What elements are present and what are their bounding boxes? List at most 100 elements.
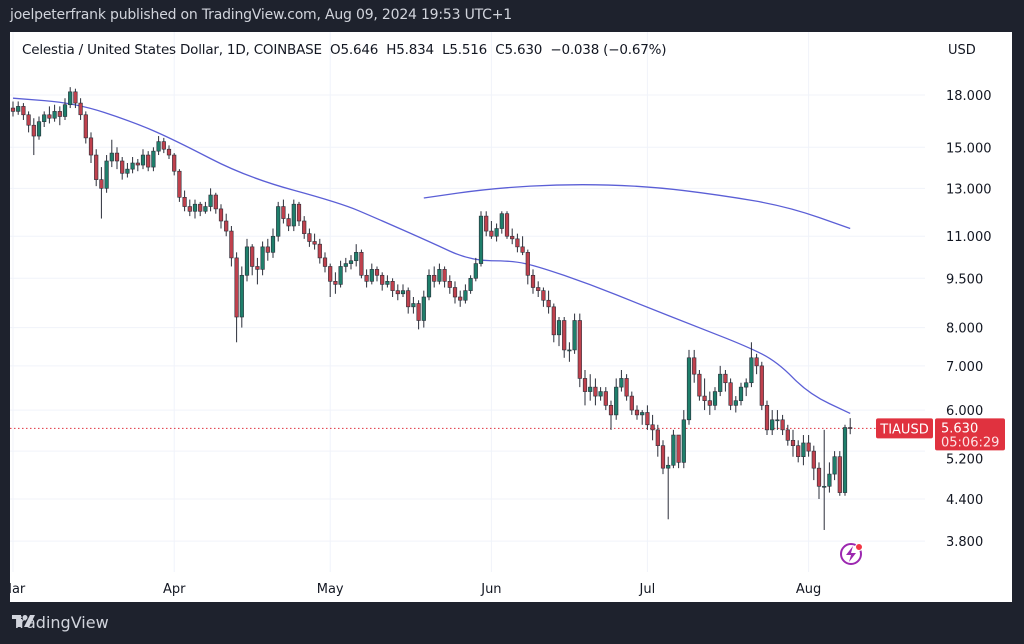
candle-down[interactable] (442, 269, 447, 282)
candle-up[interactable] (437, 269, 442, 282)
candle-down[interactable] (676, 434, 681, 463)
candle-down[interactable] (796, 445, 801, 457)
candle-down[interactable] (390, 281, 395, 291)
candle-up[interactable] (208, 194, 213, 207)
candle-down[interactable] (166, 148, 172, 156)
candle-up[interactable] (16, 106, 21, 112)
candle-down[interactable] (31, 124, 36, 137)
candle-down[interactable] (707, 400, 712, 406)
candle-up[interactable] (463, 290, 468, 301)
candle-down[interactable] (525, 252, 530, 276)
candle-up[interactable] (588, 386, 593, 392)
candle-down[interactable] (172, 154, 177, 172)
candle-down[interactable] (816, 467, 822, 487)
candle-up[interactable] (681, 419, 686, 463)
candle-up[interactable] (556, 320, 562, 336)
candle-up[interactable] (343, 263, 348, 267)
candle-up[interactable] (421, 296, 426, 321)
candle-down[interactable] (224, 220, 229, 232)
candle-up[interactable] (712, 391, 718, 406)
candle-up[interactable] (832, 456, 837, 475)
candle-down[interactable] (302, 220, 307, 234)
candle-down[interactable] (416, 303, 421, 321)
candle-up[interactable] (738, 386, 744, 401)
chart-panel[interactable]: Celestia / United States Dollar, 1D, COI… (10, 32, 1012, 602)
candle-down[interactable] (213, 194, 218, 210)
candle-down[interactable] (114, 152, 120, 162)
candle-down[interactable] (702, 395, 707, 401)
candle-down[interactable] (546, 299, 551, 308)
candle-up[interactable] (827, 473, 832, 487)
candle-down[interactable] (198, 203, 203, 212)
candle-down[interactable] (577, 320, 582, 379)
candle-down[interactable] (286, 218, 291, 227)
candle-down[interactable] (364, 274, 369, 282)
candle-up[interactable] (130, 162, 135, 170)
candle-up[interactable] (614, 386, 619, 416)
candle-down[interactable] (645, 412, 650, 426)
candle-up[interactable] (801, 442, 806, 457)
candle-down[interactable] (697, 373, 702, 397)
candle-down[interactable] (582, 378, 588, 392)
candle-down[interactable] (26, 114, 31, 126)
candle-down[interactable] (811, 450, 816, 469)
candle-down[interactable] (317, 243, 322, 259)
candle-down[interactable] (848, 427, 853, 429)
candle-up[interactable] (686, 357, 692, 421)
candle-down[interactable] (187, 206, 192, 212)
candle-down[interactable] (629, 395, 634, 411)
candle-down[interactable] (161, 141, 166, 150)
candle-down[interactable] (551, 306, 556, 336)
candle-down[interactable] (785, 429, 790, 441)
candle-down[interactable] (608, 405, 614, 416)
candle-down[interactable] (504, 213, 510, 237)
candle-down[interactable] (57, 111, 62, 117)
candle-down[interactable] (759, 365, 764, 406)
candle-up[interactable] (494, 228, 499, 237)
candle-down[interactable] (281, 206, 286, 219)
candle-down[interactable] (780, 419, 785, 431)
candle-down[interactable] (333, 281, 338, 285)
candle-up[interactable] (567, 349, 572, 352)
candle-down[interactable] (515, 238, 520, 248)
candle-down[interactable] (593, 386, 598, 397)
candle-up[interactable] (260, 246, 265, 270)
candle-up[interactable] (775, 419, 780, 422)
candle-down[interactable] (458, 296, 463, 301)
candle-down[interactable] (312, 241, 317, 245)
candle-up[interactable] (140, 154, 146, 166)
candle-up[interactable] (369, 269, 374, 282)
candle-down[interactable] (218, 208, 224, 222)
candle-up[interactable] (192, 203, 198, 212)
candle-up[interactable] (478, 215, 484, 264)
candle-up[interactable] (640, 412, 645, 416)
candle-up[interactable] (354, 252, 359, 262)
candle-up[interactable] (203, 206, 208, 212)
candle-down[interactable] (182, 196, 187, 207)
candle-down[interactable] (603, 391, 608, 406)
candle-down[interactable] (452, 287, 458, 298)
candle-down[interactable] (328, 266, 333, 282)
candle-down[interactable] (447, 281, 452, 288)
candle-down[interactable] (536, 287, 541, 291)
candle-up[interactable] (151, 150, 156, 168)
candle-down[interactable] (655, 429, 660, 446)
candle-down[interactable] (135, 162, 140, 166)
candle-up[interactable] (598, 391, 603, 397)
candle-up[interactable] (619, 378, 624, 388)
candle-up[interactable] (572, 320, 577, 351)
candle-down[interactable] (650, 424, 655, 431)
candle-up[interactable] (499, 213, 504, 229)
candle-down[interactable] (10, 107, 16, 112)
currency-label[interactable]: USD (948, 43, 976, 58)
candle-down[interactable] (530, 274, 536, 288)
candle-up[interactable] (109, 152, 114, 162)
candle-up[interactable] (338, 266, 343, 285)
candle-up[interactable] (744, 382, 749, 388)
candle-down[interactable] (660, 445, 666, 469)
candle-down[interactable] (380, 274, 385, 285)
candle-down[interactable] (520, 246, 525, 253)
candle-down[interactable] (78, 102, 83, 116)
candle-down[interactable] (177, 170, 182, 198)
candle-down[interactable] (359, 252, 364, 276)
